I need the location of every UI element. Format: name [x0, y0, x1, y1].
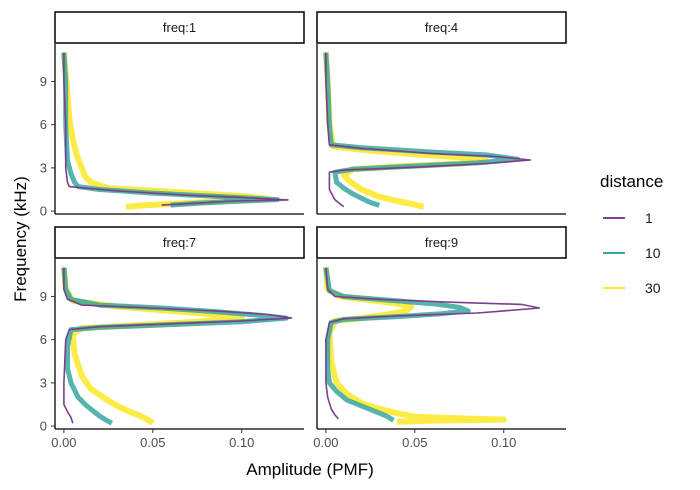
series-line-distance-10 [323, 52, 521, 208]
series-line-distance-30 [60, 267, 245, 426]
y-tick-label: 6 [40, 332, 47, 347]
facet-strip [316, 11, 567, 44]
legend-item-label: 30 [645, 280, 661, 296]
panel-axes [316, 44, 566, 215]
legend-item: 1 [603, 210, 653, 226]
legend-item-label: 1 [645, 210, 653, 226]
axes-layer: 0 3 6 9 0 3 6 9 0.00 0.05 0.10 0.00 0.05 0.10 [40, 44, 566, 450]
facet-panel: freq:1 [54, 11, 305, 44]
legend-item-label: 10 [645, 245, 661, 261]
legend: distance 1 10 30 [600, 172, 663, 296]
series-layer [60, 52, 541, 426]
series-line-distance-10 [323, 267, 471, 423]
facet-strip-label: freq:7 [163, 235, 196, 250]
facet-panel: freq:7 [54, 226, 305, 259]
y-axis-title: Frequency (kHz) [11, 176, 30, 302]
series-line-distance-1 [325, 267, 541, 420]
series-line-distance-30 [322, 267, 507, 425]
y-tick-label: 3 [40, 375, 47, 390]
legend-item: 10 [603, 245, 661, 261]
y-tick-label: 9 [40, 74, 47, 89]
y-tick-label: 3 [40, 160, 47, 175]
x-axis-title: Amplitude (PMF) [246, 460, 374, 479]
x-tick-label: 0.10 [491, 435, 516, 450]
facet-strip-label: freq:1 [163, 20, 196, 35]
legend-title: distance [600, 172, 663, 191]
facet-strip [316, 226, 567, 259]
x-tick-label: 0.00 [313, 435, 338, 450]
y-tick-label: 6 [40, 117, 47, 132]
panel-axes: 0.00 0.05 0.10 [313, 259, 566, 450]
legend-entries: 1 10 30 [603, 210, 661, 296]
series-line-distance-1 [63, 52, 289, 206]
facet-panel: freq:9 [316, 226, 567, 259]
series-line-distance-30 [322, 52, 489, 210]
x-tick-label: 0.00 [51, 435, 76, 450]
x-tick-label: 0.05 [140, 435, 165, 450]
series-line-distance-30 [60, 52, 272, 210]
facet-panel: freq:4 [316, 11, 567, 44]
facet-strip-label: freq:9 [425, 235, 458, 250]
series-line-distance-10 [61, 267, 289, 426]
series-line-distance-1 [325, 52, 532, 208]
facet-strip [54, 226, 305, 259]
panel-axes: 0 3 6 9 [40, 44, 304, 219]
legend-item: 30 [603, 280, 661, 296]
panels-layer: freq:1 freq:4 freq:7 freq:9 [54, 11, 567, 259]
facet-strip [54, 11, 305, 44]
y-tick-label: 0 [40, 419, 47, 434]
y-tick-label: 9 [40, 289, 47, 304]
panel-axes: 0 3 6 9 0.00 0.05 0.10 [40, 259, 304, 450]
series-line-distance-1 [63, 267, 293, 424]
x-tick-label: 0.10 [229, 435, 254, 450]
facet-strip-label: freq:4 [425, 20, 458, 35]
y-tick-label: 0 [40, 204, 47, 219]
x-tick-label: 0.05 [402, 435, 427, 450]
